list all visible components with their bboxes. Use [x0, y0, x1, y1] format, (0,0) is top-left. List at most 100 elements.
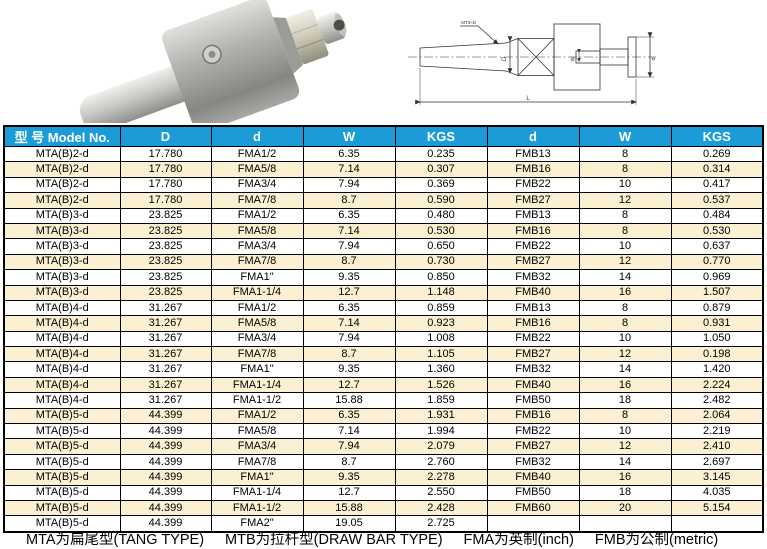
table-cell: MTA(B)3-d [3, 222, 121, 240]
table-cell: 23.825 [119, 207, 212, 224]
table-cell: 18 [578, 484, 672, 501]
table-cell: 14 [578, 269, 672, 286]
table-cell: 10 [578, 423, 672, 440]
table-cell: 2.410 [670, 438, 764, 455]
table-row: MTA(B)3-d 23.825 FMA3/4 7.94 0.650 FMB22 10 0.6… [3, 238, 764, 255]
table-cell: 3.145 [670, 469, 764, 486]
table-cell: MTA(B)3-d [3, 253, 121, 271]
table-cell: MTA(B)4-d [3, 392, 121, 409]
table-cell: 9.35 [302, 269, 396, 286]
table-cell: MTA(B)2-d [3, 176, 121, 194]
table-cell: MTA(B)2-d [3, 161, 121, 178]
table-cell: 31.267 [119, 330, 212, 348]
table-cell: 8 [578, 161, 672, 178]
table-cell: 8 [578, 207, 672, 224]
table-cell: 17.780 [119, 161, 212, 178]
table-cell: FMA1-1/4 [210, 376, 304, 394]
table-cell: FMB60 [486, 499, 580, 517]
table-cell: 14 [578, 453, 672, 471]
table-cell: FMA1-1/4 [210, 484, 304, 501]
table-cell [486, 515, 580, 533]
table-cell: FMB13 [486, 299, 580, 317]
table-cell: 17.780 [119, 192, 212, 209]
table-row: MTA(B)4-d 31.267 FMA3/4 7.94 1.008 FMB22 10 1.0… [3, 330, 764, 348]
table-cell: 44.399 [119, 453, 212, 471]
column-header: 型 号 Model No. [3, 125, 121, 147]
table-cell: FMB27 [486, 438, 580, 455]
table-cell: FMB22 [486, 330, 580, 348]
table-cell: 17.780 [119, 176, 212, 194]
table-row: MTA(B)3-d 23.825 FMA7/8 8.7 0.730 FMB27 12 0.77… [3, 253, 764, 271]
table-cell: 2.219 [670, 423, 764, 440]
table-cell: 0.637 [670, 238, 764, 255]
table-cell: MTA(B)2-d [3, 145, 121, 163]
table-cell: 6.35 [302, 299, 396, 317]
table-cell: 1.931 [394, 407, 488, 425]
table-cell: 0.923 [394, 315, 488, 332]
table-cell: 8 [578, 315, 672, 332]
table-cell: MTA(B)5-d [3, 499, 121, 517]
dimension-L-label: L [526, 96, 530, 102]
table-cell: 19.05 [302, 515, 396, 533]
table-cell: FMB32 [486, 269, 580, 286]
table-cell: 17.780 [119, 145, 212, 163]
table-cell: 31.267 [119, 361, 212, 378]
table-cell: MTA(B)4-d [3, 361, 121, 378]
table-cell: 23.825 [119, 284, 212, 301]
table-row: MTA(B)3-d 23.825 FMA1-1/4 12.7 1.148 FMB40 16 1… [3, 284, 764, 301]
table-cell: 2.224 [670, 376, 764, 394]
table-cell: MTA(B)3-d [3, 238, 121, 255]
table-cell: 2.278 [394, 469, 488, 486]
table-row: MTA(B)3-d 23.825 FMA1/2 6.35 0.480 FMB13 8 0.48… [3, 207, 764, 224]
table-row: MTA(B)5-d 44.399 FMA3/4 7.94 2.079 FMB27 12 2.4… [3, 438, 764, 455]
table-row: MTA(B)4-d 31.267 FMA1/2 6.35 0.859 FMB13 8 0.87… [3, 299, 764, 317]
column-header: W [302, 125, 396, 147]
table-cell: 6.35 [302, 145, 396, 163]
table-cell: 0.314 [670, 161, 764, 178]
table-cell: FMB40 [486, 284, 580, 301]
table-row: MTA(B)5-d 44.399 FMA1/2 6.35 1.931 FMB16 8 2.06… [3, 407, 764, 425]
table-cell: MTA(B)5-d [3, 469, 121, 486]
table-cell: 0.931 [670, 315, 764, 332]
table-cell: 16 [578, 284, 672, 301]
table-cell: 1.008 [394, 330, 488, 348]
table-cell: 1.507 [670, 284, 764, 301]
table-cell: 16 [578, 376, 672, 394]
table-row: MTA(B)5-d 44.399 FMA1-1/2 15.88 2.428 FMB60 20… [3, 499, 764, 517]
table-cell: FMA1/2 [210, 299, 304, 317]
table-cell: 4.035 [670, 484, 764, 501]
footer-note: FMB为公制(metric) [594, 532, 719, 548]
table-cell: 31.267 [119, 392, 212, 409]
column-header: d [486, 125, 580, 147]
table-cell: 10 [578, 330, 672, 348]
table-cell: 44.399 [119, 484, 212, 501]
table-cell: 2.064 [670, 407, 764, 425]
table-cell: 18 [578, 392, 672, 409]
table-cell: 9.35 [302, 469, 396, 486]
table-row: MTA(B)4-d 31.267 FMA1-1/4 12.7 1.526 FMB40 16 2… [3, 376, 764, 394]
table-cell: 23.825 [119, 222, 212, 240]
table-cell: 0.417 [670, 176, 764, 194]
table-cell: 5.154 [670, 499, 764, 517]
table-cell: 44.399 [119, 515, 212, 533]
table-cell: 8 [578, 299, 672, 317]
table-cell: 1.050 [670, 330, 764, 348]
table-cell: 44.399 [119, 499, 212, 517]
footer-note: FMA为英制(inch) [463, 532, 574, 548]
table-cell: 2.482 [670, 392, 764, 409]
table-cell: FMA5/8 [210, 423, 304, 440]
table-cell: MTA(B)4-d [3, 315, 121, 332]
table-row: MTA(B)4-d 31.267 FMA7/8 8.7 1.105 FMB27 12 0.19… [3, 346, 764, 363]
table-row: MTA(B)2-d 17.780 FMA5/8 7.14 0.307 FMB16 8 0.31… [3, 161, 764, 178]
table-cell: 44.399 [119, 423, 212, 440]
table-cell: 44.399 [119, 469, 212, 486]
table-cell: 8.7 [302, 192, 396, 209]
table-cell: 1.360 [394, 361, 488, 378]
table-cell: FMB16 [486, 315, 580, 332]
table-cell: 14 [578, 361, 672, 378]
table-cell: 31.267 [119, 346, 212, 363]
table-cell: 12 [578, 192, 672, 209]
table-cell: 9.35 [302, 361, 396, 378]
table-row: MTA(B)4-d 31.267 FMA5/8 7.14 0.923 FMB16 8 0.93… [3, 315, 764, 332]
